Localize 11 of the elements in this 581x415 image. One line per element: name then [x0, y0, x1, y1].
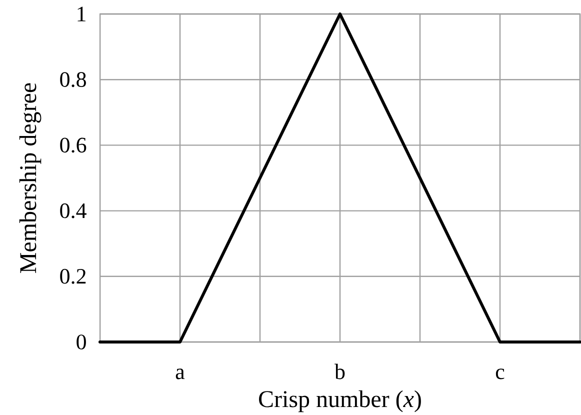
y-tick-label: 1: [78, 6, 86, 22]
y-tick-label: 0.6: [60, 138, 86, 153]
x-tick-label: c: [496, 368, 504, 380]
y-tick-label: 0.8: [60, 72, 86, 88]
y-tick-label: 0.2: [60, 268, 86, 284]
x-axis-title: Crisp number (x): [259, 390, 421, 412]
y-tick-label: 0.4: [60, 203, 86, 218]
x-tick-label: b: [334, 364, 345, 380]
x-tick-label: a: [176, 368, 185, 380]
y-axis-title: Membership degree: [19, 83, 42, 273]
y-tick-label: 0: [76, 334, 86, 350]
